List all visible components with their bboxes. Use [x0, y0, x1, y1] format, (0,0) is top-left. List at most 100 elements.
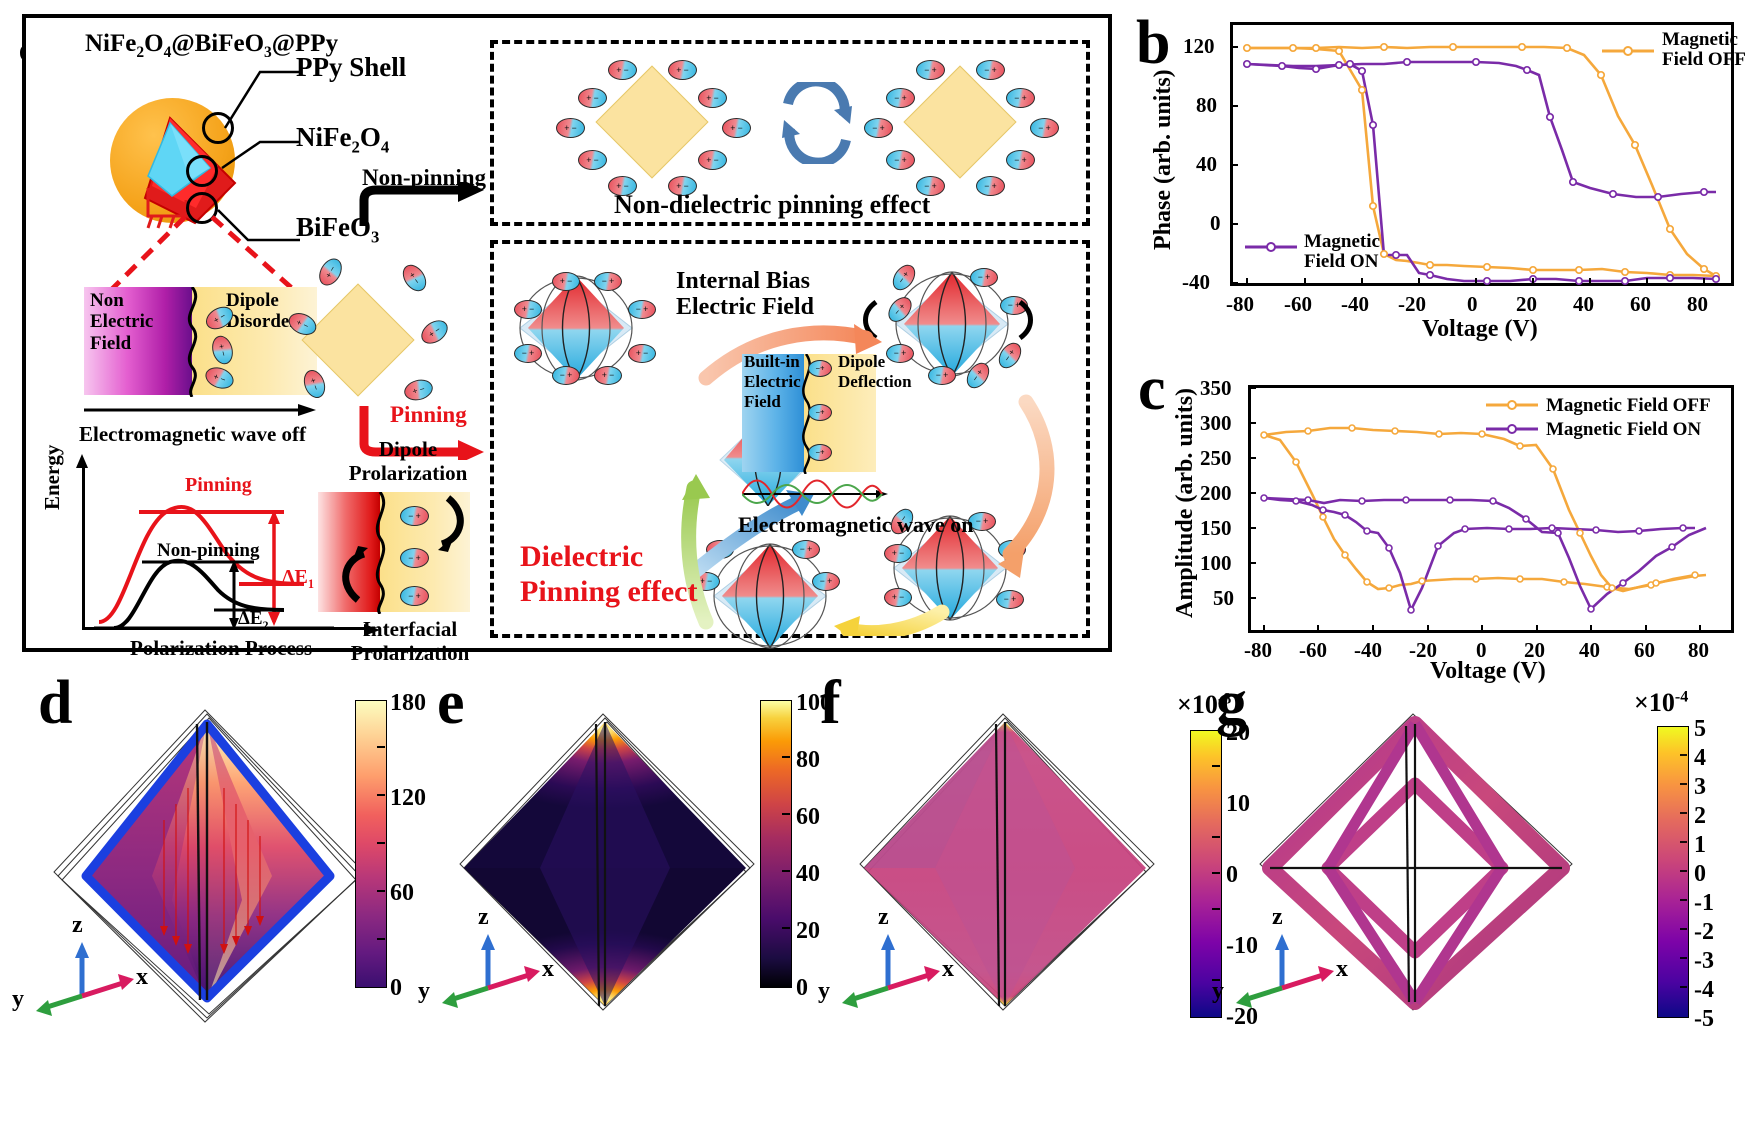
panel-g-octahedron	[1259, 713, 1573, 1011]
panel-g-cb-tick-2: 2	[1694, 803, 1706, 829]
panel-a-compound-label: NiFe2O4@BiFeO3@PPy	[85, 30, 339, 61]
panel-b-ytick-80: 80	[1196, 93, 1217, 117]
panel-c-legend-off-label: Magnetic Field OFF	[1546, 395, 1711, 416]
dpe-br-dip-3: + −	[884, 544, 912, 563]
panel-c-ytick-300: 300	[1200, 411, 1232, 435]
panel-e-axis-label-y: y	[418, 978, 430, 1004]
panel-g-cb-tick-4: 4	[1694, 745, 1706, 771]
non-electric-field-label: Non Electric Field	[90, 290, 153, 354]
interfacial-line2: Prolarization	[350, 640, 470, 665]
panel-g-letter: g	[1216, 669, 1247, 737]
ndp-right-dipole-1: − +	[916, 60, 945, 80]
panel-g-cb-tick-1: 1	[1694, 832, 1706, 858]
dpe-left-dip-5: − +	[514, 344, 542, 363]
panel-f-cb-tick-0: 0	[1226, 862, 1238, 888]
panel-g-cb-tick-neg1: -1	[1694, 890, 1714, 916]
energy-ylabel: Energy	[40, 444, 64, 510]
panel-e-cb-tick-80: 80	[796, 747, 820, 773]
energy-chart-axes-arrows	[76, 454, 380, 636]
panel-c-legend-on-swatch	[1486, 424, 1538, 434]
panel-f-cb-tick-20: 20	[1226, 720, 1250, 746]
dielectric-pinning-box	[490, 240, 1090, 638]
panel-g-cb-tick-neg5: -5	[1694, 1006, 1714, 1032]
dpe-bottom-dip-4: − +	[812, 572, 840, 591]
dpe-left-dip-1: + −	[552, 272, 580, 291]
pb-leg-on-2: Field ON	[1304, 250, 1379, 272]
nef-line1: Non	[90, 290, 124, 311]
dielectric-pinning-title: Dielectric Pinning effect	[520, 540, 697, 610]
interfacial-wave-line	[375, 492, 386, 614]
dd2-line1: Dipole	[838, 352, 886, 371]
dpe-left-dip-4: − +	[628, 300, 656, 319]
panel-g-cb-tick-neg3: -3	[1694, 948, 1714, 974]
panel-f-letter: f	[820, 669, 841, 737]
dpe-left-dip-6: + −	[628, 344, 656, 363]
panel-b-letter: b	[1136, 9, 1171, 77]
panel-f-colorbar-ticks	[1212, 765, 1220, 981]
dd-line1: Dipole	[226, 290, 279, 311]
panel-f-mul-exp: -8	[1217, 690, 1232, 708]
panel-e-colorbar	[760, 700, 792, 988]
panel-e-axis-label-x: x	[542, 956, 554, 982]
interfacial-rotation-arrows	[342, 495, 464, 603]
dipole-deflection-label: Dipole Deflection	[838, 352, 912, 392]
ndp-right-dipole-7: − +	[886, 150, 915, 170]
panel-d-cb-tick-120: 120	[390, 785, 426, 811]
bief-line1: Built-in	[744, 352, 800, 371]
panel-b-ytick-0: 0	[1210, 211, 1221, 235]
panel-b-xtick-neg20: -20	[1398, 292, 1426, 316]
ibef-line1: Internal Bias	[676, 268, 811, 294]
panel-c-xtick-80: 80	[1688, 638, 1709, 662]
ndp-left-dipole-5: + −	[556, 118, 585, 138]
panel-b-xlabel: Voltage (V)	[1422, 316, 1538, 342]
panel-g-axis-label-x: x	[1336, 956, 1348, 982]
ndp-right-dipole-9: − +	[916, 176, 945, 196]
panel-b-series	[1230, 42, 1721, 286]
nef-line3: Field	[90, 332, 132, 354]
ndp-left-dipole-8: + −	[698, 150, 727, 170]
pb-leg-on-1: Magnetic	[1304, 231, 1380, 252]
dpe-tr-dip-5: − +	[886, 344, 914, 363]
panel-f-colorbar	[1190, 730, 1222, 1018]
ndp-left-dipole-10: + −	[668, 176, 697, 196]
dpe-left-dip-8: + −	[594, 366, 622, 385]
panel-d-letter: d	[38, 669, 73, 737]
panel-e-octahedron	[459, 713, 755, 1011]
panel-b-ytick-120: 120	[1183, 34, 1215, 58]
dpe-node-bottom-right	[893, 515, 1007, 621]
pb-leg-off-2: Field OFF	[1662, 48, 1746, 70]
panel-g-axis-label-y: y	[1212, 978, 1224, 1004]
panel-c-ytick-100: 100	[1200, 551, 1232, 575]
interfacial-dipole-2: − +	[400, 548, 429, 568]
panel-c-series	[1248, 387, 1707, 633]
panel-b-xtick-40: 40	[1573, 292, 1594, 316]
ndp-right-dipole-6: − +	[1030, 118, 1059, 138]
dpt-line2: Pinning effect	[520, 574, 698, 608]
branch-arrow-nonpinning	[359, 182, 484, 226]
zoom-dashed-lines	[108, 215, 297, 293]
em-wave-signal	[742, 479, 888, 509]
panel-f-cb-tick-10: 10	[1226, 791, 1250, 817]
ndp-right-dipole-4: − +	[1006, 88, 1035, 108]
panel-d-cb-tick-0: 0	[390, 975, 402, 1001]
builtin-dip-3: −+	[808, 444, 832, 461]
panel-e-axis-label-z: z	[478, 904, 489, 930]
panel-e-colorbar-ticks	[782, 756, 790, 929]
dpe-br-dip-6: − +	[996, 590, 1024, 609]
panel-g-mul-exp: -4	[1674, 688, 1689, 706]
energy-pinning-label: Pinning	[185, 474, 252, 496]
panel-f-cb-tick-neg10: -10	[1226, 933, 1258, 959]
energy-delta2-label: ΔE2	[238, 608, 269, 632]
panel-g-colorbar	[1657, 726, 1689, 1018]
pb-leg-off-1: Magnetic	[1662, 29, 1738, 50]
panel-b-legend-off-swatch	[1602, 46, 1654, 56]
panel-c-ytick-200: 200	[1200, 481, 1232, 505]
ndp-left-dipole-2: + −	[668, 60, 697, 80]
dipole-pol-line1: Dipole	[378, 437, 438, 461]
ndp-right-dipole-2: − +	[976, 60, 1005, 80]
panel-e-axis-triad	[442, 934, 540, 1008]
panel-d-cb-tick-180: 180	[390, 690, 426, 716]
panel-c-xtick-20: 20	[1524, 638, 1545, 662]
panel-b-ytick-neg40: -40	[1182, 270, 1210, 294]
panel-g-cb-tick-0: 0	[1694, 861, 1706, 887]
